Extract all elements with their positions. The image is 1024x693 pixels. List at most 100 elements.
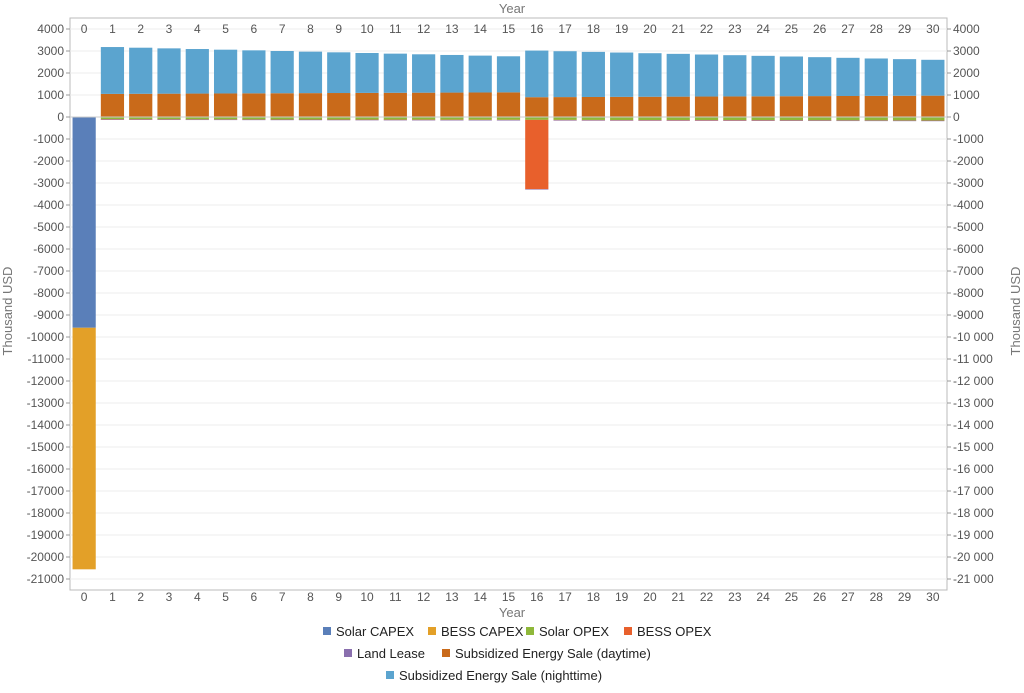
legend-swatch — [624, 627, 632, 635]
y-tick-label-left: -11000 — [28, 352, 65, 366]
x-tick-label-top: 11 — [389, 22, 402, 36]
x-tick-label-top: 27 — [841, 22, 855, 36]
bar-segment — [892, 59, 917, 96]
x-tick-label-top: 16 — [530, 22, 544, 36]
y-tick-label-right: -4000 — [953, 198, 984, 212]
x-tick-label-top: 17 — [558, 22, 572, 36]
x-tick-label-bottom: 9 — [335, 590, 342, 604]
x-tick-label-top: 10 — [360, 22, 374, 36]
bar-segment — [581, 120, 605, 121]
bar-segment — [751, 96, 775, 117]
y-tick-label-right: -2000 — [953, 154, 984, 168]
bar-segment — [412, 119, 436, 121]
bar-segment — [638, 120, 662, 121]
y-tick-label-left: -3000 — [33, 176, 64, 190]
bar-segment — [100, 117, 125, 120]
x-tick-label-top: 4 — [194, 22, 201, 36]
bar-segment — [723, 117, 747, 121]
y-tick-label-right: -17 000 — [953, 484, 994, 498]
y-tick-label-left: -18000 — [27, 506, 65, 520]
bar-segment — [808, 120, 832, 122]
bar-segment — [157, 117, 181, 120]
x-axis-title-bottom: Year — [499, 605, 526, 620]
bar-segment — [468, 119, 492, 121]
bar-segment — [525, 97, 549, 117]
legend-label: Solar CAPEX — [336, 624, 414, 639]
y-tick-label-right: 2000 — [953, 66, 980, 80]
bar-segment — [666, 120, 690, 121]
bar-segment — [921, 120, 945, 122]
bar-segment — [638, 117, 662, 121]
bar-segment — [553, 51, 577, 98]
bar-segment — [892, 117, 917, 121]
x-tick-label-top: 6 — [251, 22, 258, 36]
bar-segment — [383, 53, 407, 93]
bar-segment — [412, 54, 436, 93]
bar-segment — [808, 96, 832, 117]
bar-segment — [355, 117, 379, 120]
bar-segment — [440, 54, 464, 93]
x-tick-label-top: 29 — [898, 22, 912, 36]
legend-label: Subsidized Energy Sale (nighttime) — [399, 668, 602, 683]
bar-segment — [610, 52, 634, 97]
y-tick-label-left: -9000 — [33, 308, 64, 322]
bar-segment — [213, 117, 238, 120]
x-tick-label-bottom: 20 — [643, 590, 657, 604]
bar-segment — [496, 120, 521, 121]
y-axis-title-right: Thousand USD — [1008, 267, 1023, 356]
y-tick-label-right: -9000 — [953, 308, 984, 322]
x-tick-label-top: 25 — [785, 22, 799, 36]
bar-segment — [100, 47, 125, 94]
bar-segment — [666, 53, 690, 97]
x-tick-label-bottom: 28 — [870, 590, 884, 604]
x-tick-label-bottom: 21 — [672, 590, 686, 604]
legend-label: Subsidized Energy Sale (daytime) — [455, 646, 651, 661]
bars — [72, 47, 945, 570]
bar-segment — [242, 50, 266, 94]
bar-segment — [836, 120, 860, 122]
bar-segment — [298, 93, 323, 117]
x-tick-label-top: 2 — [137, 22, 144, 36]
legend-swatch — [386, 671, 394, 679]
x-tick-label-top: 13 — [445, 22, 459, 36]
y-tick-label-right: -11 000 — [953, 352, 993, 366]
bar-segment — [440, 117, 464, 120]
x-tick-label-top: 0 — [81, 22, 88, 36]
x-tick-label-bottom: 19 — [615, 590, 629, 604]
x-tick-label-bottom: 14 — [474, 590, 488, 604]
bar-segment — [694, 117, 719, 121]
x-tick-label-bottom: 13 — [445, 590, 459, 604]
bar-segment — [610, 120, 634, 121]
y-tick-label-right: -8000 — [953, 286, 984, 300]
y-tick-label-left: 2000 — [37, 66, 64, 80]
x-tick-label-top: 18 — [587, 22, 601, 36]
bar-segment — [892, 120, 917, 122]
bar-segment — [100, 93, 125, 117]
bar-segment — [694, 54, 719, 97]
y-tick-label-left: -8000 — [33, 286, 64, 300]
y-tick-label-right: -5000 — [953, 220, 984, 234]
bar-segment — [864, 120, 888, 122]
y-tick-label-right: -1000 — [953, 132, 984, 146]
y-tick-label-right: -3000 — [953, 176, 984, 190]
y-tick-label-right: -21 000 — [953, 572, 994, 586]
bar-segment — [383, 92, 407, 117]
x-tick-label-bottom: 7 — [279, 590, 286, 604]
bar-segment — [72, 327, 96, 570]
y-tick-label-left: -10000 — [27, 330, 65, 344]
bar-segment — [213, 93, 238, 117]
y-axis-title-left: Thousand USD — [0, 267, 15, 356]
x-tick-label-top: 3 — [166, 22, 173, 36]
bar-segment — [298, 117, 323, 120]
bar-segment — [525, 117, 549, 120]
bar-segment — [270, 117, 294, 120]
x-tick-label-top: 15 — [502, 22, 516, 36]
x-tick-label-bottom: 3 — [166, 590, 173, 604]
bar-segment — [779, 56, 804, 97]
bar-segment — [751, 120, 775, 121]
y-tick-label-right: -12 000 — [953, 374, 994, 388]
bar-segment — [808, 117, 832, 121]
bar-segment — [298, 119, 323, 121]
bar-segment — [553, 117, 577, 120]
bar-segment — [129, 93, 153, 117]
